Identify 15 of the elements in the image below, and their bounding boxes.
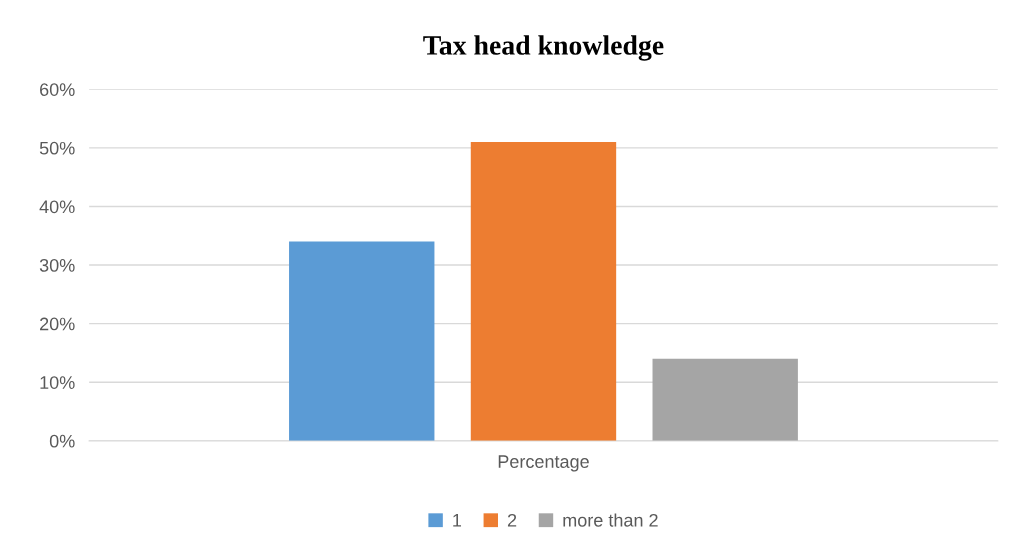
y-tick-label: 30%: [39, 258, 75, 272]
bar: [470, 142, 617, 441]
y-tick-label: 0%: [49, 434, 75, 448]
x-tick-label: Percentage: [498, 455, 589, 472]
legend-label: 2: [507, 513, 517, 527]
y-tick-label: 40%: [39, 200, 75, 214]
bar: [652, 358, 798, 441]
y-tick-label: 10%: [40, 376, 75, 389]
y-tick-label: 20%: [40, 317, 75, 331]
legend-label: more than 2: [563, 513, 658, 527]
legend-label: 1: [453, 514, 462, 527]
bar: [289, 241, 435, 441]
y-tick-label: 60%: [40, 83, 75, 96]
y-tick-label: 50%: [39, 141, 75, 155]
chart-title: Tax head knowledge: [423, 35, 664, 61]
